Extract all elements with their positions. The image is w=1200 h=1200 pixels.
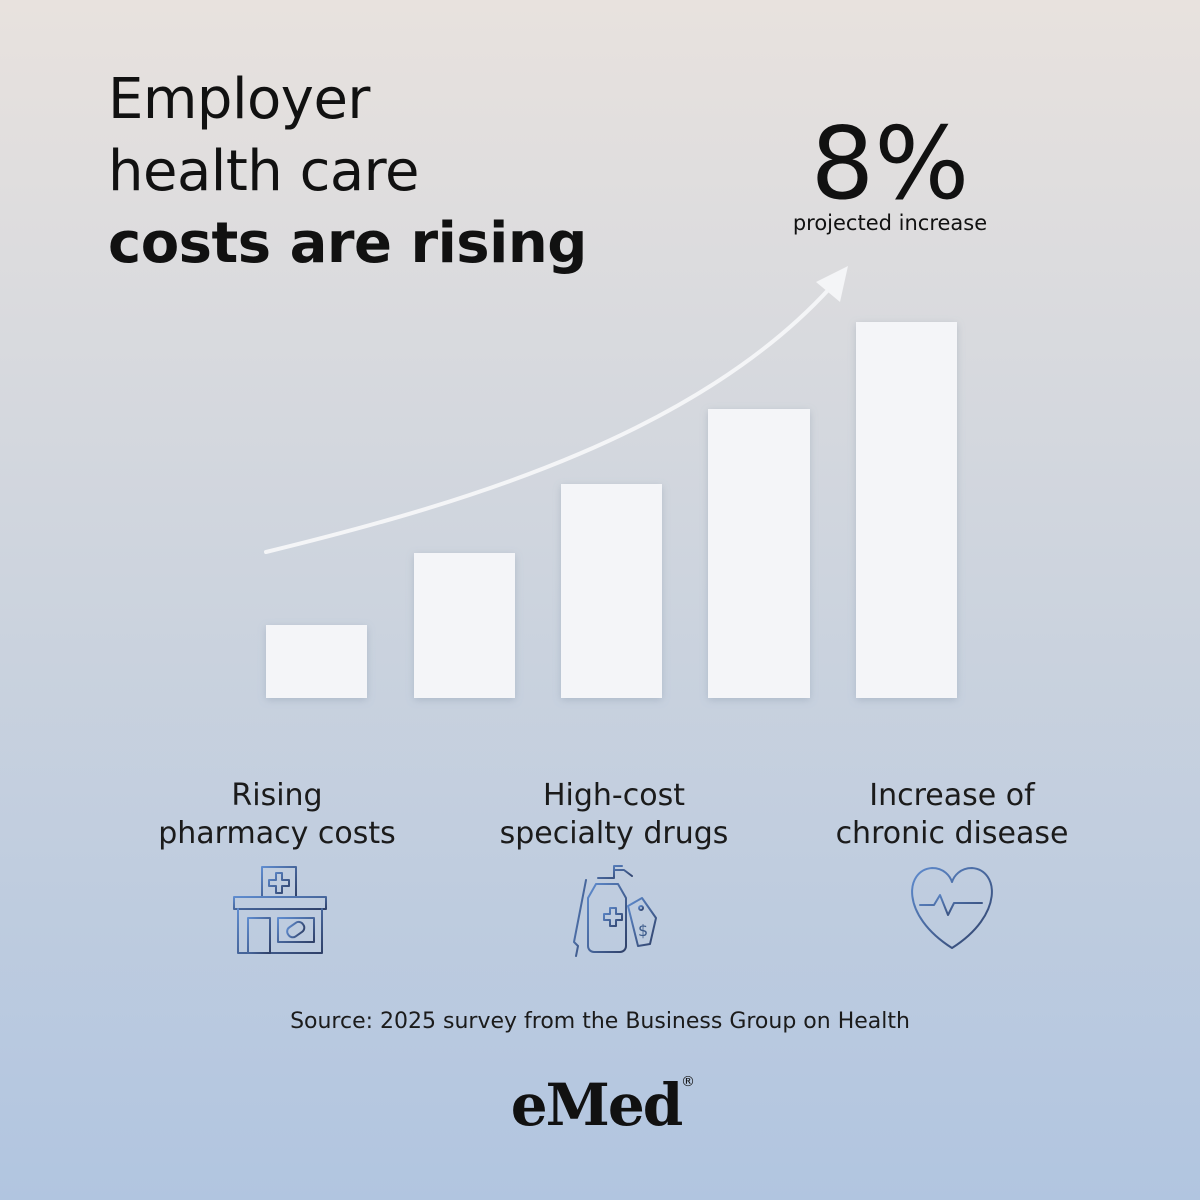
bar xyxy=(708,409,810,698)
trend-arrow xyxy=(264,266,848,554)
factor-label: specialty drugs xyxy=(500,816,729,851)
title-line: health care xyxy=(108,139,419,204)
logo-registered: ® xyxy=(681,1074,695,1090)
factor-label: High-cost xyxy=(543,778,685,813)
dollar-glyph: $ xyxy=(638,921,648,940)
arrow-head xyxy=(816,266,848,302)
title-line: Employer xyxy=(108,67,371,132)
pharmacy-icon xyxy=(228,866,332,956)
drugs-icon: $ xyxy=(573,865,657,957)
logo: eMed xyxy=(511,1071,683,1139)
factor-label: Increase of xyxy=(869,778,1036,813)
source-note: Source: 2025 survey from the Business Gr… xyxy=(290,1009,910,1034)
arrow-curve xyxy=(264,286,832,554)
factor-label: pharmacy costs xyxy=(158,816,396,851)
bar xyxy=(266,625,367,698)
factor-label: Rising xyxy=(231,778,322,813)
factor-label: chronic disease xyxy=(836,816,1069,851)
bars xyxy=(266,322,957,698)
heart-icon xyxy=(911,867,993,949)
stat-value: 8% xyxy=(811,105,970,222)
bar xyxy=(414,553,515,698)
stat-label: projected increase xyxy=(793,211,987,235)
bar xyxy=(561,484,662,698)
title-emphasis: costs are rising xyxy=(108,211,587,276)
bar xyxy=(856,322,957,698)
